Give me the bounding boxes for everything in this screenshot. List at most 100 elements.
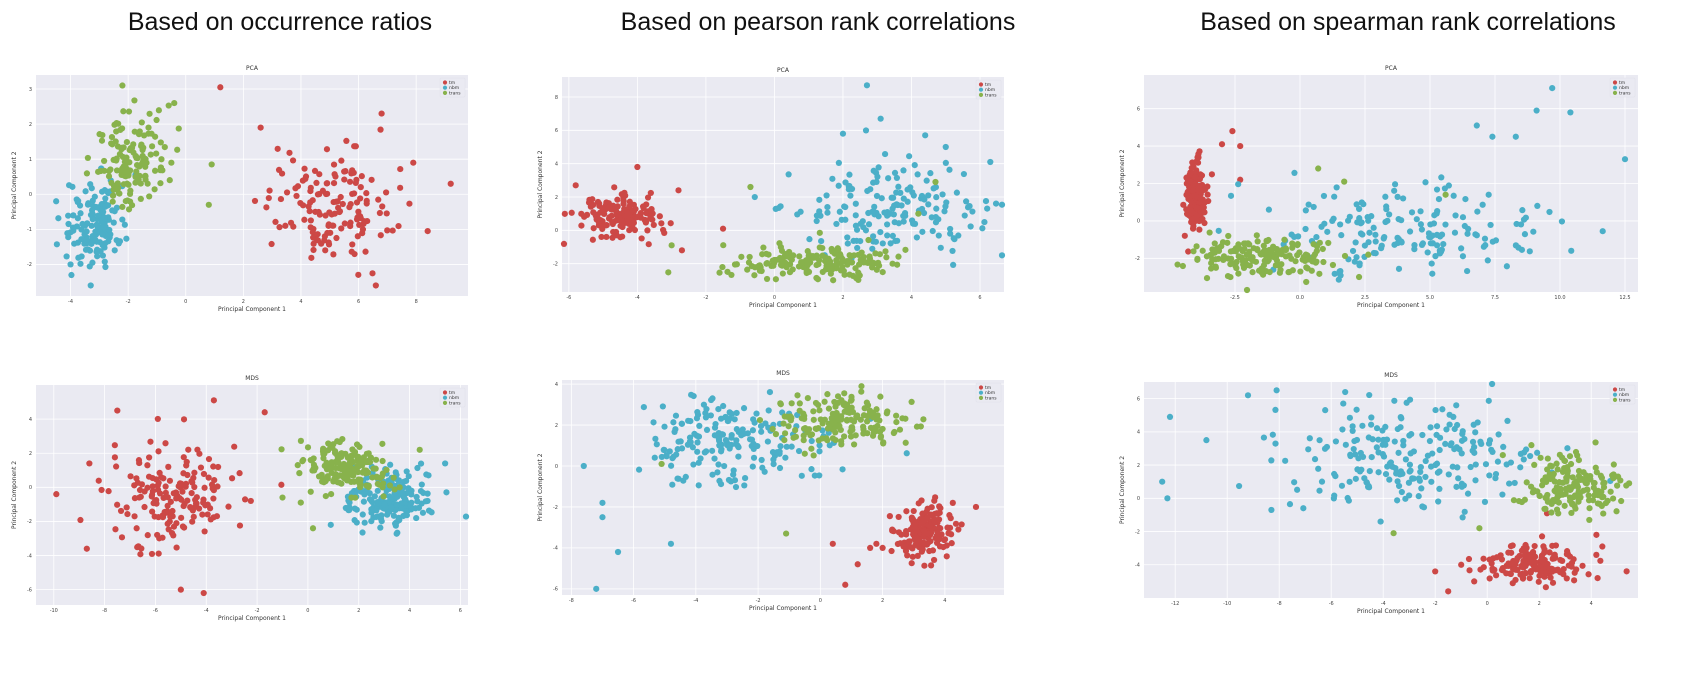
- data-point-tm: [1466, 567, 1473, 574]
- y-tick-label: -2: [1135, 256, 1140, 262]
- data-point-nbm: [715, 461, 722, 468]
- data-point-trans: [1244, 240, 1252, 247]
- legend-label-trans: trans: [449, 400, 461, 406]
- data-point-nbm: [694, 408, 701, 416]
- data-point-trans: [334, 438, 341, 445]
- data-point-tm: [568, 209, 575, 216]
- y-tick-label: -4: [553, 546, 558, 552]
- data-point-tm: [355, 213, 362, 220]
- data-point-trans: [1294, 241, 1301, 248]
- data-point-tm: [278, 481, 285, 488]
- data-point-trans: [760, 244, 767, 251]
- data-point-nbm: [102, 203, 109, 210]
- data-point-trans: [1552, 488, 1559, 495]
- data-point-tm: [912, 526, 920, 533]
- data-point-nbm: [888, 194, 895, 201]
- data-point-nbm: [424, 497, 431, 505]
- data-point-nbm: [942, 159, 949, 166]
- data-point-trans: [783, 264, 790, 271]
- data-point-nbm: [1453, 483, 1460, 490]
- data-point-tm: [949, 499, 956, 506]
- legend-marker-tm: [442, 80, 448, 85]
- data-point-trans: [1587, 472, 1594, 480]
- column-title-occurrence: Based on occurrence ratios: [127, 8, 433, 36]
- data-point-trans: [865, 236, 872, 244]
- data-point-tm: [133, 525, 140, 532]
- data-point-tm: [1432, 568, 1439, 575]
- data-point-tm: [313, 179, 320, 186]
- data-point-nbm: [1424, 452, 1431, 459]
- data-point-nbm: [1377, 518, 1384, 525]
- data-point-nbm: [599, 499, 606, 506]
- data-point-nbm: [408, 491, 415, 498]
- x-tick-label: 12.5: [1619, 295, 1630, 301]
- y-tick-label: -4: [27, 553, 32, 559]
- data-point-trans: [359, 461, 366, 469]
- data-point-trans: [779, 270, 786, 277]
- data-point-tm: [1198, 187, 1205, 194]
- data-point-trans: [810, 452, 817, 459]
- data-point-tm: [1518, 570, 1526, 577]
- data-point-tm: [424, 228, 431, 235]
- data-point-trans: [863, 418, 871, 425]
- data-point-trans: [1325, 239, 1332, 247]
- legend-marker-trans: [1612, 90, 1618, 95]
- data-point-tm: [319, 187, 327, 194]
- data-point-tm: [1599, 543, 1606, 550]
- data-point-nbm: [87, 181, 94, 188]
- data-point-trans: [794, 392, 801, 399]
- data-point-trans: [1243, 251, 1250, 258]
- data-point-trans: [1225, 232, 1232, 240]
- data-point-nbm: [1473, 122, 1480, 129]
- data-point-tm: [924, 514, 931, 521]
- data-point-trans: [771, 256, 778, 264]
- data-point-trans: [350, 451, 357, 458]
- data-point-tm: [1180, 201, 1187, 208]
- data-point-nbm: [757, 423, 765, 430]
- data-point-nbm: [691, 430, 698, 437]
- x-tick-label: -2: [703, 295, 708, 301]
- data-point-nbm: [813, 212, 821, 219]
- data-point-trans: [361, 467, 368, 474]
- data-point-tm: [301, 165, 308, 172]
- y-axis-label: Principal Component 2: [11, 461, 18, 529]
- data-point-nbm: [824, 203, 831, 211]
- data-point-nbm: [777, 203, 784, 210]
- data-point-nbm: [715, 406, 722, 413]
- data-point-trans: [1531, 461, 1538, 468]
- data-point-nbm: [91, 193, 98, 200]
- data-point-tm: [1542, 584, 1549, 591]
- data-point-nbm: [408, 499, 415, 506]
- data-point-trans: [1499, 452, 1506, 459]
- x-tick-label: 0: [773, 295, 776, 301]
- data-point-nbm: [688, 391, 695, 398]
- data-point-nbm: [65, 212, 72, 219]
- data-point-nbm: [998, 252, 1006, 259]
- data-point-nbm: [776, 448, 783, 455]
- data-point-trans: [877, 433, 885, 440]
- data-point-tm: [236, 522, 244, 529]
- data-point-trans: [96, 131, 103, 138]
- data-point-nbm: [942, 143, 949, 151]
- data-point-trans: [1227, 261, 1234, 268]
- data-point-nbm: [68, 271, 75, 279]
- data-point-nbm: [1302, 207, 1309, 214]
- data-point-nbm: [1459, 214, 1467, 221]
- data-point-tm: [324, 229, 331, 237]
- data-point-nbm: [78, 226, 85, 233]
- data-point-nbm: [1166, 413, 1174, 420]
- data-point-tm: [268, 240, 275, 248]
- data-point-nbm: [1395, 449, 1402, 456]
- data-point-trans: [804, 395, 811, 402]
- data-point-tm: [1597, 557, 1604, 564]
- data-point-nbm: [101, 215, 108, 222]
- x-tick-label: -6: [566, 295, 571, 301]
- data-point-nbm: [78, 253, 85, 260]
- data-point-nbm: [1417, 221, 1424, 228]
- data-point-trans: [373, 474, 380, 481]
- data-point-tm: [1507, 570, 1514, 578]
- data-point-tm: [829, 540, 836, 547]
- data-point-trans: [416, 446, 423, 453]
- x-tick-label: 4: [408, 608, 411, 614]
- data-point-tm: [191, 469, 198, 476]
